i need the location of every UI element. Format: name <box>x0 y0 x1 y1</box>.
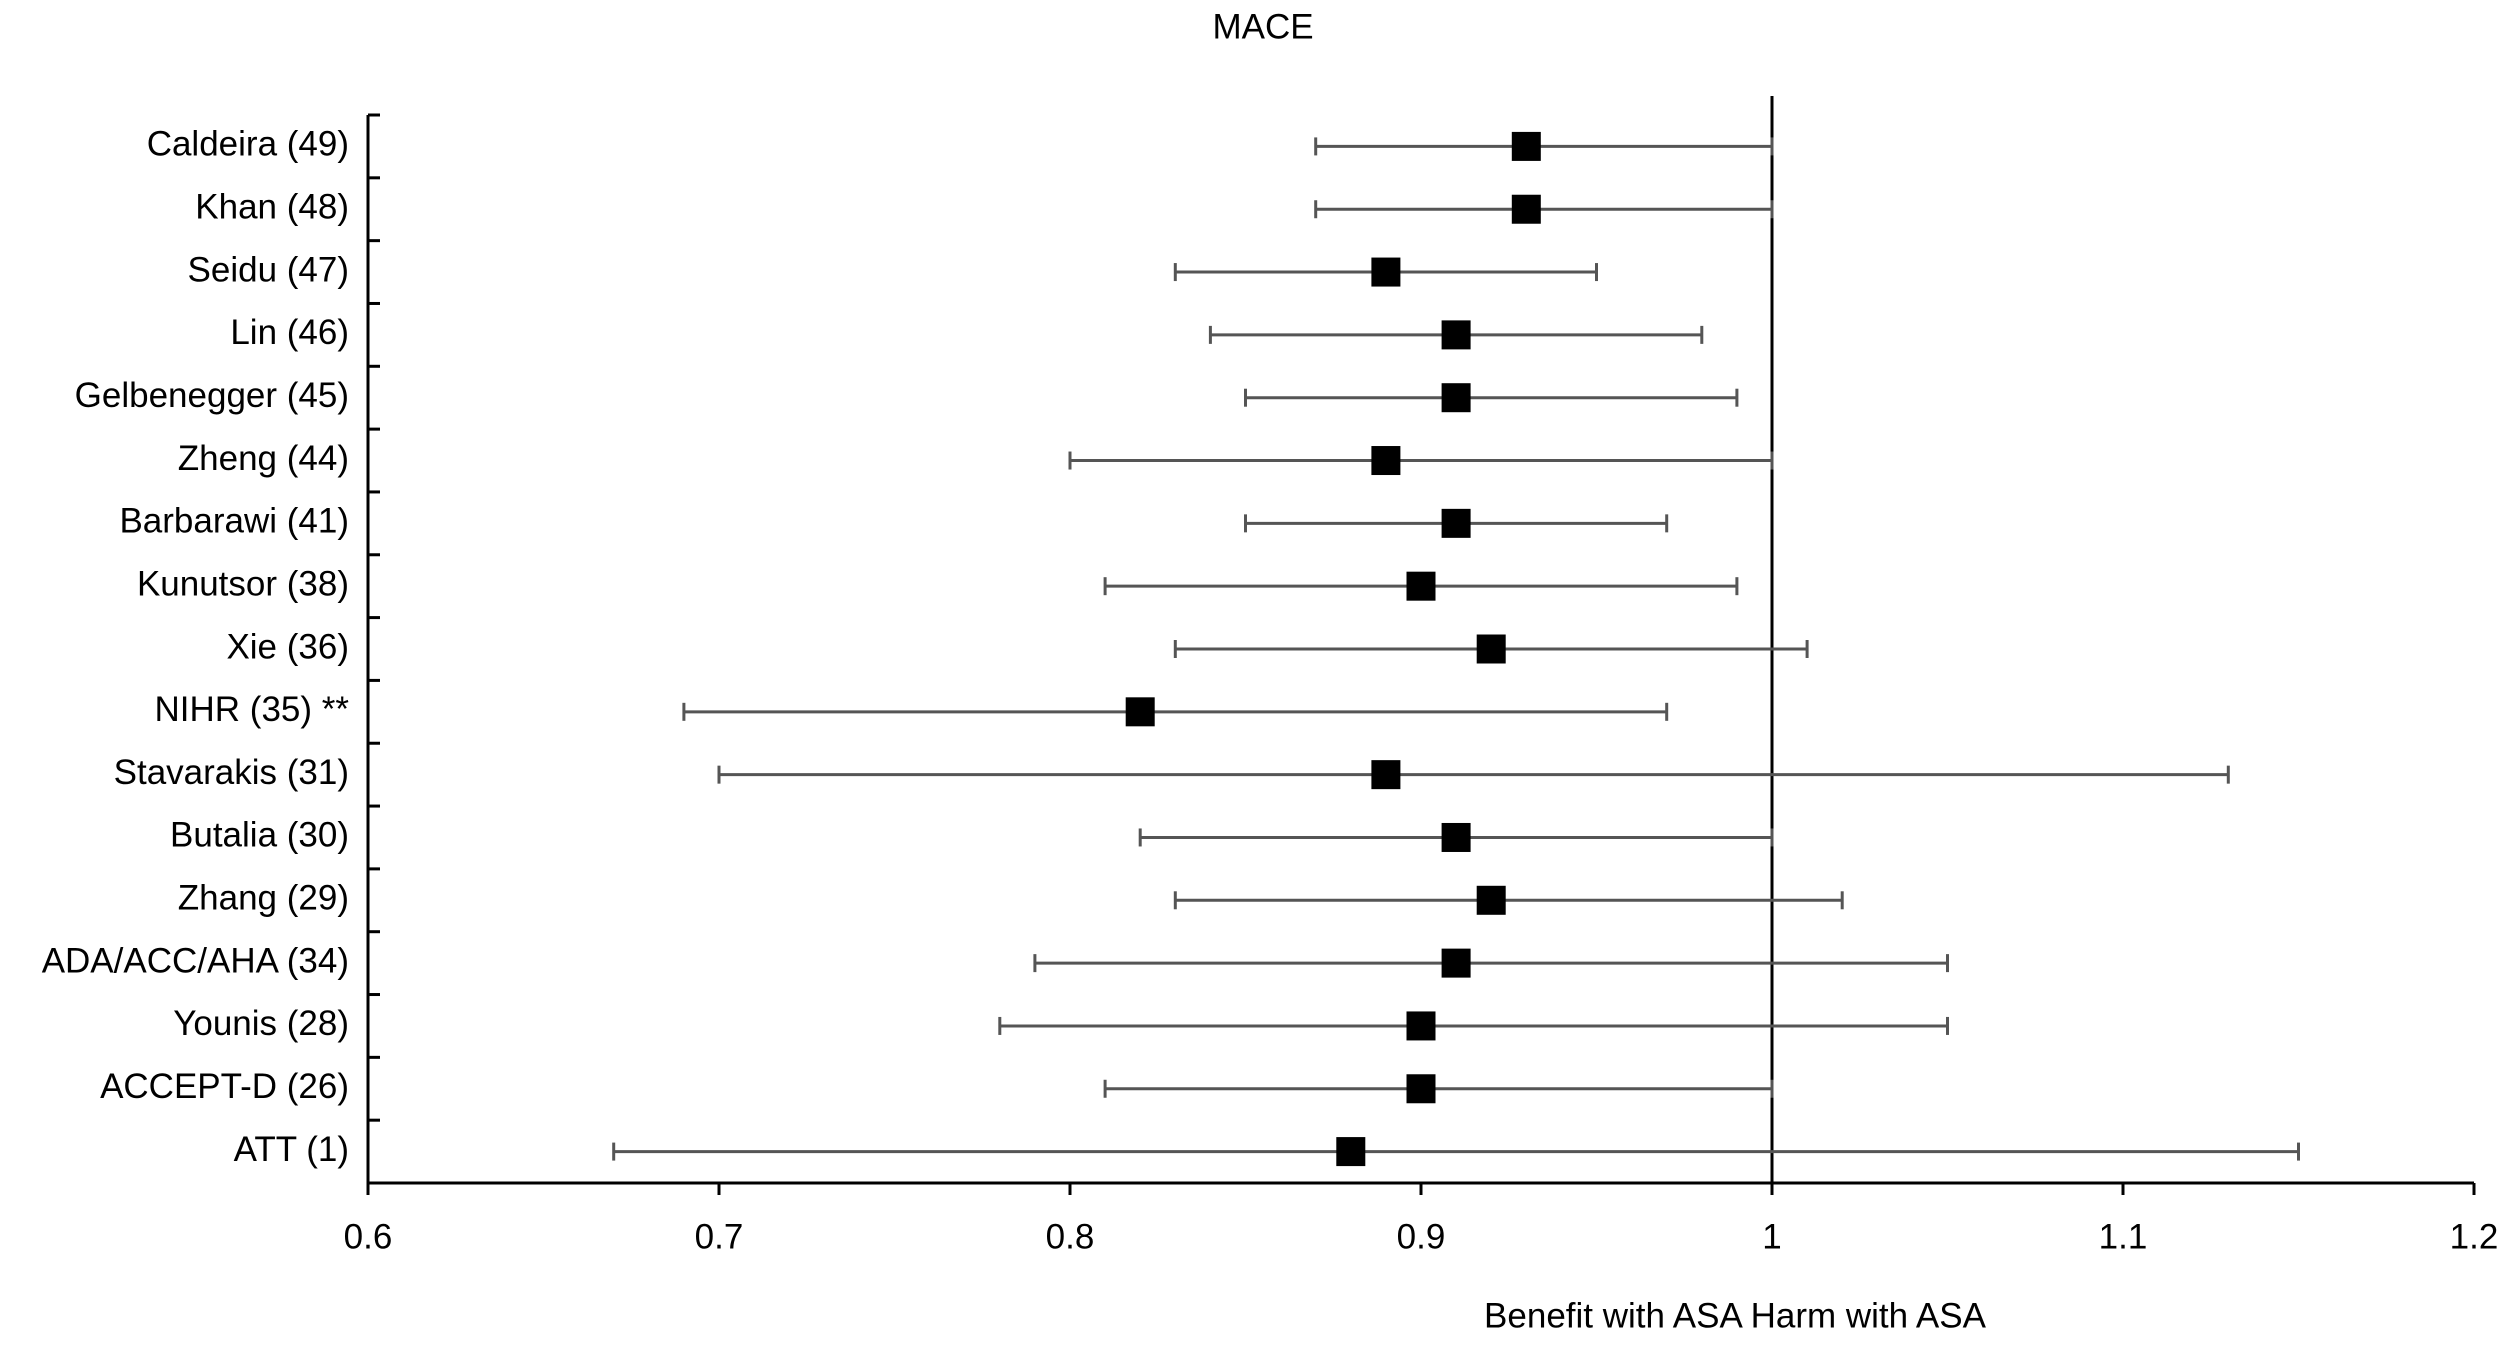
x-axis-label: Benefit with ASA Harm with ASA <box>1484 1296 1987 1335</box>
y-tick-label: Seidu (47) <box>188 250 349 289</box>
point-estimate <box>1441 383 1471 413</box>
x-tick-label: 0.6 <box>344 1217 393 1256</box>
point-estimate <box>1371 257 1401 287</box>
y-tick-label: Zhang (29) <box>178 879 349 918</box>
x-tick-label: 0.9 <box>1397 1217 1446 1256</box>
point-estimate <box>1125 697 1155 727</box>
point-estimate <box>1371 760 1401 790</box>
y-tick-label: ATT (1) <box>234 1130 349 1169</box>
y-tick-label: Khan (48) <box>195 187 349 226</box>
point-estimate <box>1371 446 1401 476</box>
point-estimate <box>1511 131 1541 161</box>
point-estimate <box>1441 508 1471 538</box>
point-estimate <box>1511 194 1541 224</box>
point-estimate <box>1336 1137 1366 1167</box>
y-tick-label: Stavarakis (31) <box>114 753 349 792</box>
x-tick-label: 1 <box>1762 1217 1781 1256</box>
point-estimate <box>1476 634 1506 664</box>
y-tick-label: Xie (36) <box>226 627 349 666</box>
point-estimate <box>1406 1011 1436 1041</box>
point-estimate <box>1406 571 1436 601</box>
y-tick-label: NIHR (35) ** <box>155 690 350 729</box>
x-tick-label: 1.2 <box>2450 1217 2499 1256</box>
y-tick-label: Caldeira (49) <box>147 125 349 164</box>
y-tick-label: Kunutsor (38) <box>137 564 349 603</box>
point-estimate <box>1406 1074 1436 1104</box>
y-tick-label: ADA/ACC/AHA (34) <box>42 941 349 980</box>
x-tick-label: 0.7 <box>695 1217 744 1256</box>
y-tick-label: Lin (46) <box>230 313 349 352</box>
point-estimate <box>1441 948 1471 978</box>
point-estimate <box>1441 822 1471 852</box>
y-tick-label: ACCEPT-D (26) <box>100 1067 349 1106</box>
x-tick-label: 0.8 <box>1046 1217 1095 1256</box>
point-estimate <box>1441 320 1471 350</box>
chart-title: MACE <box>1212 7 1313 46</box>
x-tick-label: 1.1 <box>2099 1217 2148 1256</box>
y-tick-label: Butalia (30) <box>170 816 349 855</box>
y-tick-label: Gelbenegger (45) <box>75 376 349 415</box>
point-estimate <box>1476 885 1506 915</box>
y-tick-label: Zheng (44) <box>178 439 349 478</box>
y-tick-label: Barbarawi (41) <box>119 502 349 541</box>
y-tick-label: Younis (28) <box>173 1004 349 1043</box>
